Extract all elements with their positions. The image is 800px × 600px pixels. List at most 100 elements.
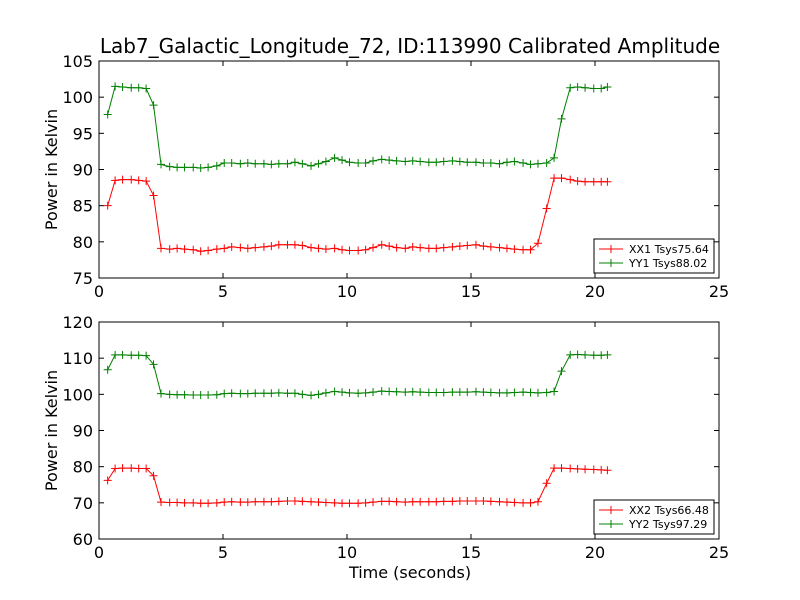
- data-point: [448, 497, 457, 506]
- data-point: [542, 204, 551, 213]
- data-point: [111, 350, 120, 359]
- data-point: [354, 246, 363, 255]
- data-point: [180, 390, 189, 399]
- data-point: [392, 387, 401, 396]
- data-point: [416, 388, 425, 397]
- data-point: [408, 497, 417, 506]
- y-tick-label: 75: [73, 269, 93, 288]
- data-point: [267, 242, 276, 251]
- data-point: [338, 245, 347, 254]
- data-point: [361, 158, 370, 167]
- data-point: [432, 244, 441, 253]
- data-point: [401, 498, 410, 507]
- legend-marker: [607, 245, 615, 253]
- data-point: [298, 497, 307, 506]
- data-point: [408, 387, 417, 396]
- data-point: [103, 476, 112, 485]
- data-point: [180, 163, 189, 172]
- data-point: [354, 389, 363, 398]
- data-point: [573, 177, 582, 186]
- data-point: [392, 156, 401, 165]
- y-tick-label: 100: [62, 385, 93, 404]
- data-point: [479, 242, 488, 251]
- y-axis-label: Power in Kelvin: [42, 109, 61, 230]
- data-point: [236, 389, 245, 398]
- data-point: [314, 498, 323, 507]
- data-point: [103, 110, 112, 119]
- data-point: [401, 244, 410, 253]
- data-point: [134, 176, 143, 185]
- data-point: [369, 388, 378, 397]
- data-point: [463, 158, 472, 167]
- bottom-subplot: 0 5 10 15 20 25 60 70 80 90 100 110 120 Power in Kelv…: [42, 313, 729, 562]
- data-point: [103, 365, 112, 374]
- data-point: [267, 497, 276, 506]
- data-point: [283, 240, 292, 249]
- data-point: [542, 388, 551, 397]
- data-point: [134, 351, 143, 360]
- data-point: [314, 159, 323, 168]
- data-point: [134, 464, 143, 473]
- data-point: [220, 389, 229, 398]
- data-point: [581, 177, 590, 186]
- data-point: [127, 464, 136, 473]
- data-point: [439, 388, 448, 397]
- data-point: [589, 84, 598, 93]
- x-tick-label: 10: [337, 543, 357, 562]
- data-point: [533, 388, 542, 397]
- data-point: [589, 351, 598, 360]
- data-point: [502, 158, 511, 167]
- data-point: [259, 389, 268, 398]
- data-point: [196, 499, 205, 508]
- data-point: [581, 83, 590, 92]
- data-point: [274, 240, 283, 249]
- data-point: [369, 156, 378, 165]
- data-point: [227, 242, 236, 251]
- data-point: [603, 177, 612, 186]
- y-tick-label: 105: [62, 52, 93, 71]
- x-tick-label: 25: [709, 282, 729, 301]
- data-point: [259, 242, 268, 251]
- data-point: [149, 101, 158, 110]
- data-point: [173, 163, 182, 172]
- x-tick-label: 10: [337, 282, 357, 301]
- data-point: [557, 114, 566, 123]
- data-point: [424, 497, 433, 506]
- data-point: [212, 498, 221, 507]
- data-point: [274, 497, 283, 506]
- data-point: [455, 157, 464, 166]
- data-point: [550, 153, 559, 162]
- data-point: [519, 498, 528, 507]
- data-point: [526, 498, 535, 507]
- legend-label: YY1 Tsys88.02: [628, 257, 707, 270]
- data-point: [111, 464, 120, 473]
- data-point: [274, 159, 283, 168]
- data-point: [127, 351, 136, 360]
- data-point: [581, 350, 590, 359]
- data-point: [321, 388, 330, 397]
- data-point: [550, 464, 559, 473]
- data-point: [432, 158, 441, 167]
- data-point: [173, 244, 182, 253]
- data-point: [307, 243, 316, 252]
- data-point: [542, 158, 551, 167]
- data-point: [603, 83, 612, 92]
- data-point: [354, 499, 363, 508]
- data-point: [455, 497, 464, 506]
- data-point: [408, 242, 417, 251]
- data-point: [392, 497, 401, 506]
- data-point: [307, 161, 316, 170]
- data-point: [471, 240, 480, 249]
- data-point: [165, 245, 174, 254]
- data-point: [251, 159, 260, 168]
- data-point: [377, 387, 386, 396]
- data-point: [314, 244, 323, 253]
- data-point: [157, 160, 165, 169]
- data-point: [495, 388, 504, 397]
- data-point: [142, 177, 151, 186]
- data-point: [189, 163, 198, 172]
- data-point: [134, 83, 143, 92]
- data-point: [424, 158, 433, 167]
- data-point: [589, 177, 598, 186]
